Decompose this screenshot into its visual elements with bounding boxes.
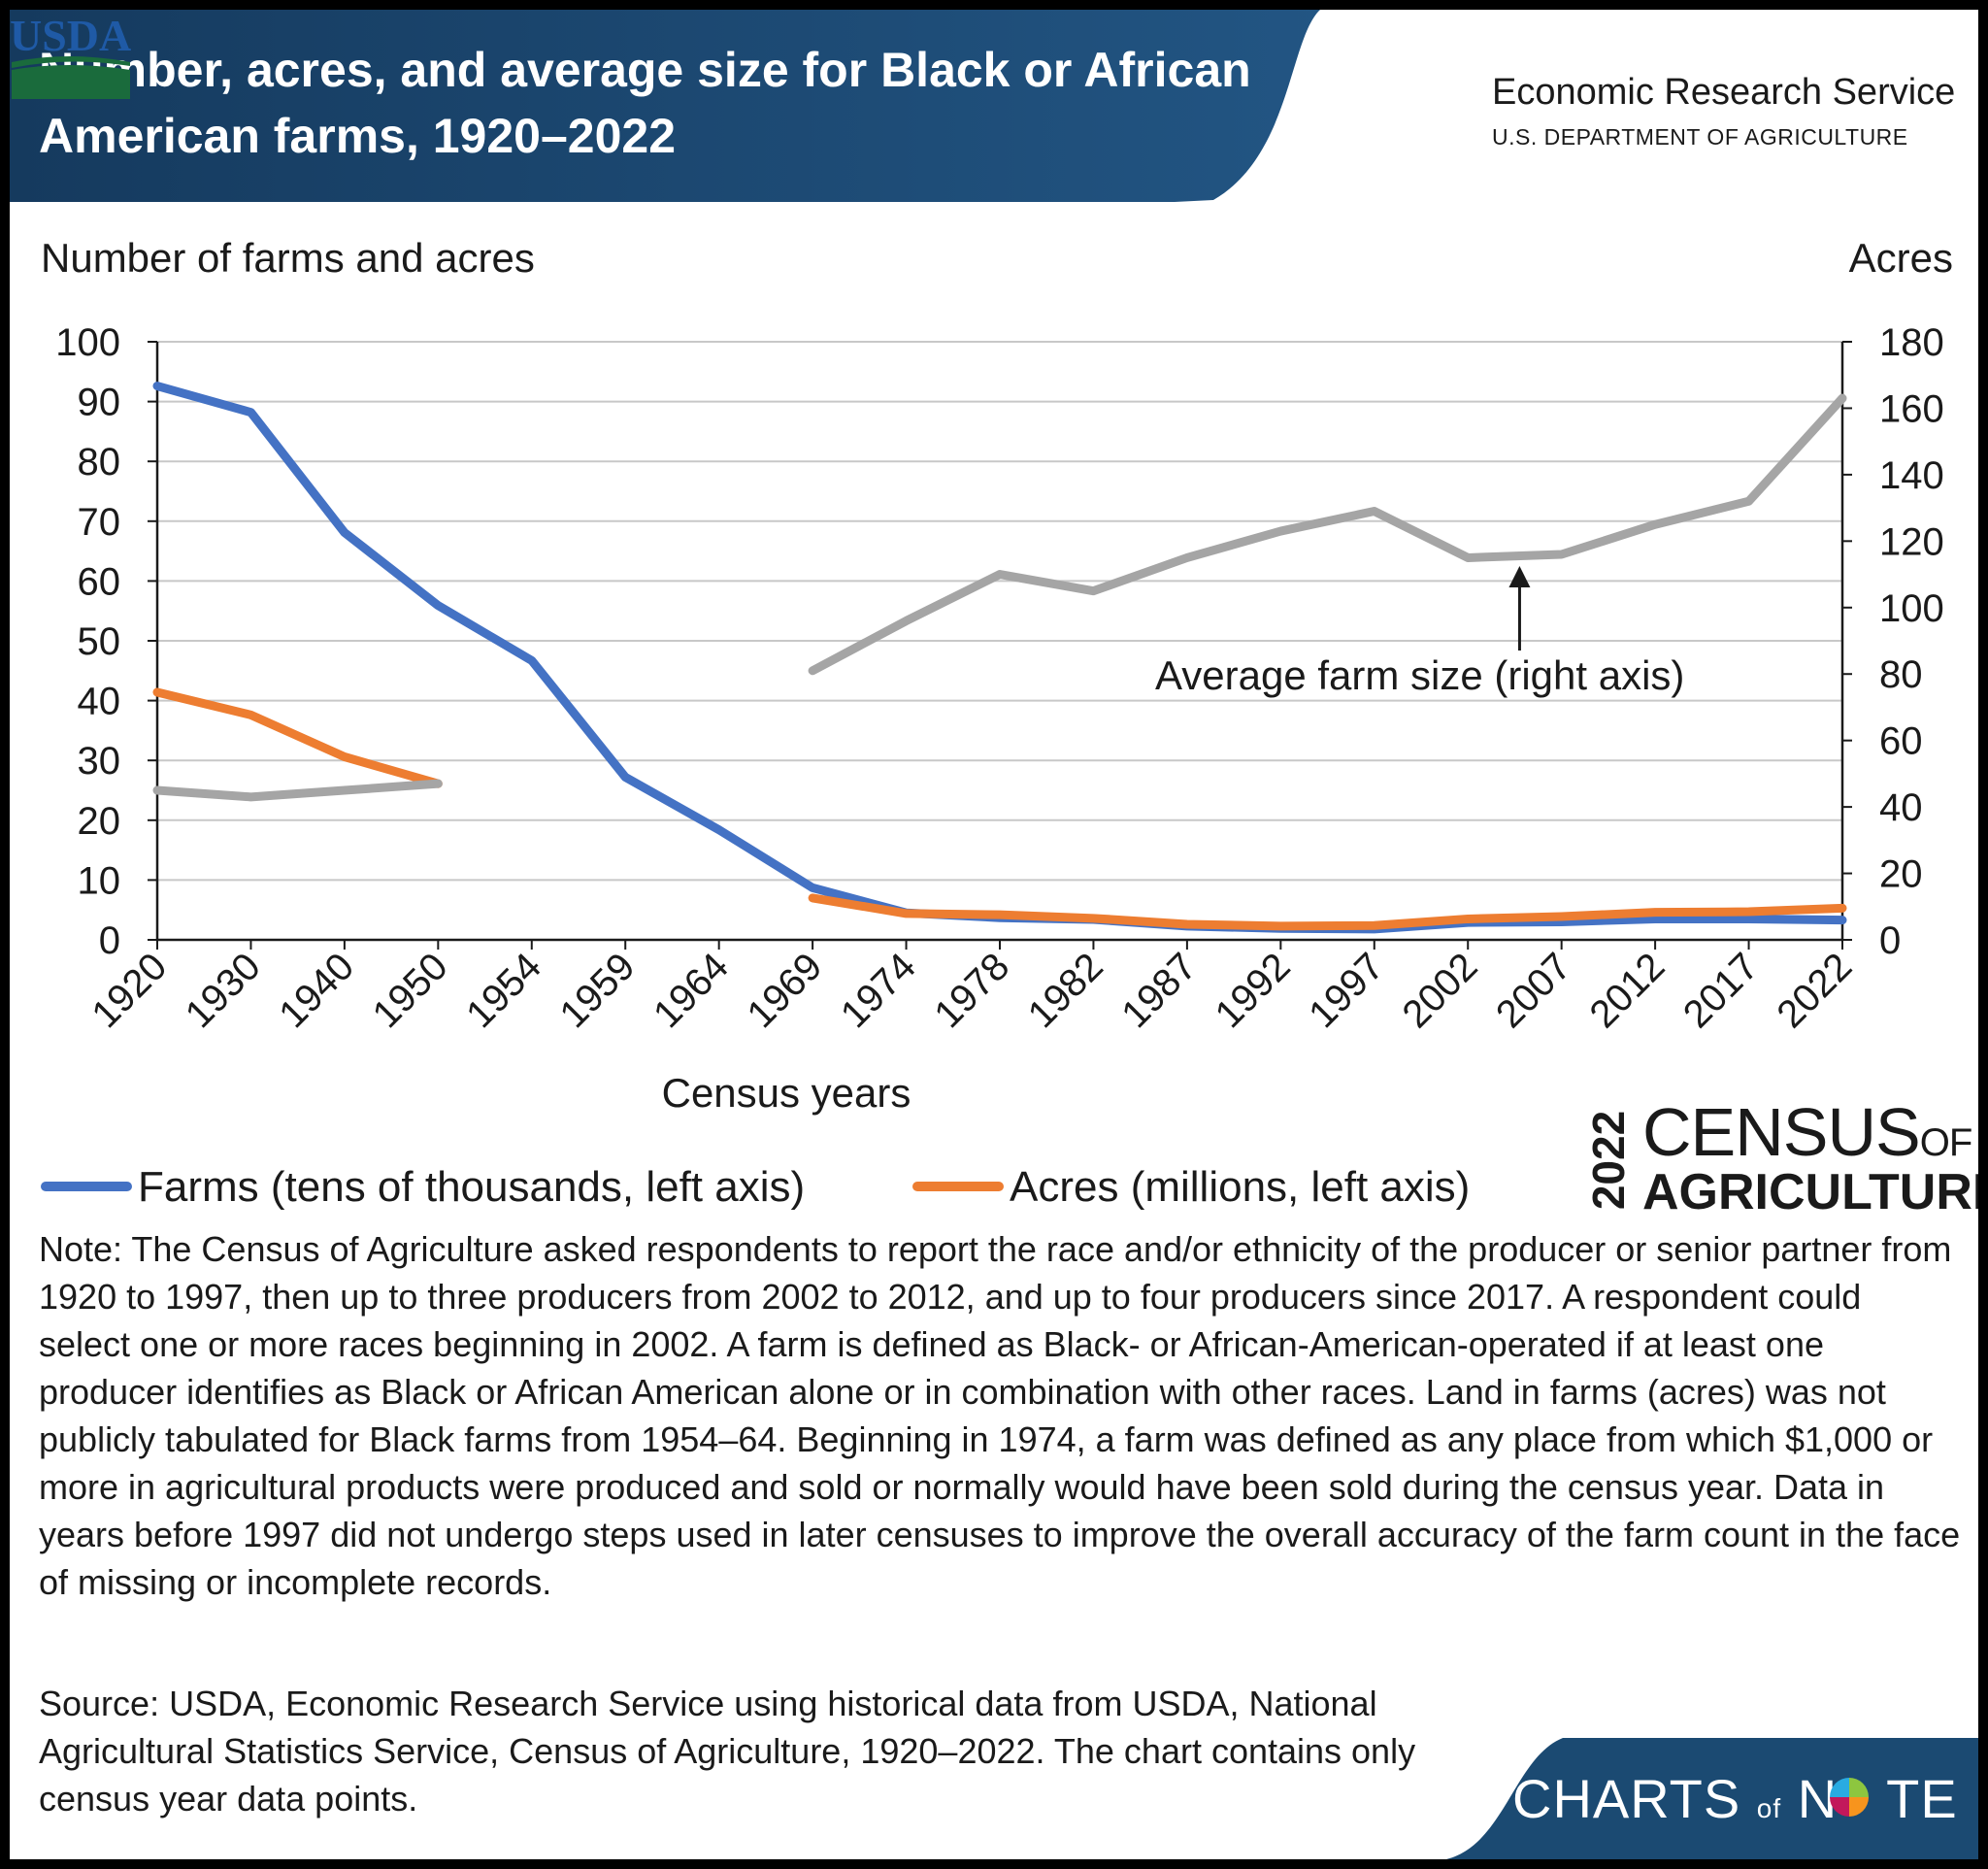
x-tick-label: 1964 [646,945,737,1036]
legend-swatch-farms [41,1182,132,1192]
x-tick-label: 2022 [1769,945,1860,1036]
y-tick-label-left: 40 [78,681,121,723]
x-tick-label: 1969 [739,945,830,1036]
x-tick-label: 1974 [833,945,924,1036]
left-axis-title: Number of farms and acres [41,235,535,281]
legend-label-farms: Farms (tens of thousands, left axis) [138,1163,806,1211]
x-tick-label: 1930 [178,945,269,1036]
series-line-acres-0 [152,687,443,788]
series-lines [152,382,1847,934]
x-tick-label: 1950 [365,945,456,1036]
chart-frame: Number, acres, and average size for Blac… [10,10,1978,1859]
x-tick-label: 1982 [1020,945,1111,1036]
y-tick-label-right: 40 [1879,786,1923,829]
y-tick-label-left: 50 [78,620,121,663]
y-tick-label-right: 160 [1879,387,1944,430]
y-tick-label-right: 140 [1879,454,1944,497]
series-line-avg-farm-size-1 [808,393,1847,676]
footer-banner [1446,1738,1978,1859]
x-tick-label: 2012 [1581,945,1673,1036]
x-tick-label: 2002 [1395,945,1486,1036]
legend-swatch-acres [912,1182,1004,1192]
legend-acres: Acres (millions, left axis) [912,1163,1470,1212]
y-tick-label-left: 20 [78,800,121,843]
brand-charts: CHARTS [1512,1768,1741,1829]
y-tick-label-right: 80 [1879,653,1923,696]
x-tick-label: 1997 [1301,945,1392,1036]
x-tick-label: 2017 [1675,945,1767,1036]
x-tick-label: 2007 [1488,945,1579,1036]
y-tick-label-right: 120 [1879,520,1944,563]
pie-icon [1830,1778,1869,1817]
y-tick-label-left: 60 [78,560,121,603]
legend-farms: Farms (tens of thousands, left axis) [41,1163,805,1212]
x-tick-label: 1920 [83,945,175,1036]
right-axis-title: Acres [1848,235,1953,281]
census-logo-agriculture: AGRICULTURE [1642,1164,1978,1220]
series-line-acres-3 [808,893,1847,931]
usda-logo: USDA [10,11,131,99]
y-tick-label-left: 30 [78,740,121,783]
y-tick-label-left: 90 [78,382,121,424]
y-tick-label-left: 10 [78,859,121,902]
x-axis-title: Census years [661,1070,911,1116]
y-tick-label-right: 0 [1879,919,1901,962]
x-tick-label: 1978 [926,945,1017,1036]
x-tick-label: 1992 [1208,945,1299,1036]
chart-note: Note: The Census of Agriculture asked re… [39,1229,1961,1602]
charts-of-note-brand: CHARTS of N TE [1512,1767,1958,1830]
brand-te: TE [1886,1768,1958,1829]
x-tick-label: 1987 [1113,945,1205,1036]
usda-logo-text: USDA [10,11,131,60]
brand-of: of [1756,1793,1782,1823]
chart-source: Source: USDA, Economic Research Service … [39,1684,1416,1819]
legend-label-acres: Acres (millions, left axis) [1010,1163,1471,1211]
census-logo-census: CENSUS [1642,1094,1921,1170]
annotation-arrow-head [1508,566,1531,588]
y-tick-label-right: 100 [1879,587,1944,630]
y-tick-label-right: 20 [1879,853,1923,896]
x-tick-label: 1940 [271,945,362,1036]
y-tick-label-right: 60 [1879,720,1923,763]
gridlines [157,341,1842,882]
header-background [10,10,1320,202]
y-tick-label-left: 70 [78,501,121,544]
series-line-avg-farm-size-0 [152,779,443,802]
census-of-agriculture-logo: 2022 CENSUSOF AGRICULTURE [1583,1094,1978,1221]
header-banner: Number, acres, and average size for Blac… [10,10,1978,202]
avg-farm-size-annotation: Average farm size (right axis) [1155,652,1685,698]
line-chart: 0 10 20 30 40 50 60 70 80 90 100 0 20 40 60 80 100 120 140… [55,321,1944,1036]
x-tick-label: 1954 [458,945,549,1036]
y-tick-label-left: 0 [99,919,120,962]
y-tick-label-left: 80 [78,441,121,484]
census-logo-of: OF [1919,1121,1973,1164]
agency-name: Economic Research Service [1492,72,1956,113]
axes [148,341,1852,950]
department-name: U.S. DEPARTMENT OF AGRICULTURE [1492,124,1908,150]
y-tick-label-right: 180 [1879,321,1944,364]
y-tick-label-left: 100 [55,321,120,364]
annotation-arrow [1508,566,1531,651]
census-logo-year: 2022 [1583,1110,1634,1211]
chart-title: Number, acres, and average size for Blac… [39,43,1251,163]
x-tick-label: 1959 [552,945,644,1036]
